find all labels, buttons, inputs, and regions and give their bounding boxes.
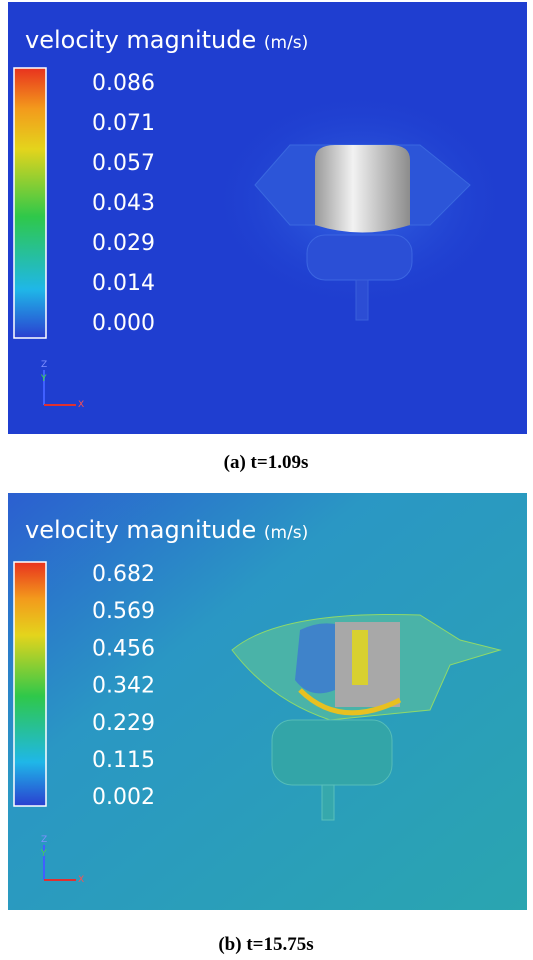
legend-label: 0.229 <box>92 711 155 736</box>
float-bottom <box>272 720 392 785</box>
float-bottom <box>307 235 412 280</box>
axis-label: X <box>78 400 84 410</box>
axis-label: X <box>78 875 84 885</box>
legend-label: 0.057 <box>92 151 155 176</box>
axis-label: Y <box>40 374 47 384</box>
legend-label: 0.043 <box>92 191 155 216</box>
page: velocity magnitude (m/s) 0.0860.0710.057… <box>0 0 533 960</box>
legend-label: 0.682 <box>92 562 155 587</box>
legend-label: 0.071 <box>92 111 155 136</box>
legend-label: 0.569 <box>92 599 155 624</box>
stem <box>322 785 334 820</box>
colorbar <box>14 68 46 338</box>
legend-label: 0.029 <box>92 231 155 256</box>
legend-label: 0.115 <box>92 748 155 773</box>
legend-label: 0.086 <box>92 71 155 96</box>
axis-label: Y <box>40 849 47 859</box>
high-velocity-zone <box>352 630 368 685</box>
legend-label: 0.002 <box>92 785 155 810</box>
axis-label: Z <box>41 360 47 370</box>
figure: velocity magnitude (m/s) 0.0860.0710.057… <box>0 0 533 960</box>
caption: (b) t=15.75s <box>218 934 313 955</box>
axis-label: Z <box>41 835 47 845</box>
panel-background <box>8 493 527 910</box>
legend-label: 0.456 <box>92 636 155 661</box>
colorbar <box>14 562 46 806</box>
cylinder <box>315 145 410 233</box>
legend-label: 0.342 <box>92 674 155 699</box>
stem <box>356 280 368 320</box>
legend-label: 0.014 <box>92 271 155 296</box>
caption: (a) t=1.09s <box>224 452 309 473</box>
legend-label: 0.000 <box>92 311 155 336</box>
low-velocity-zone <box>295 623 340 693</box>
